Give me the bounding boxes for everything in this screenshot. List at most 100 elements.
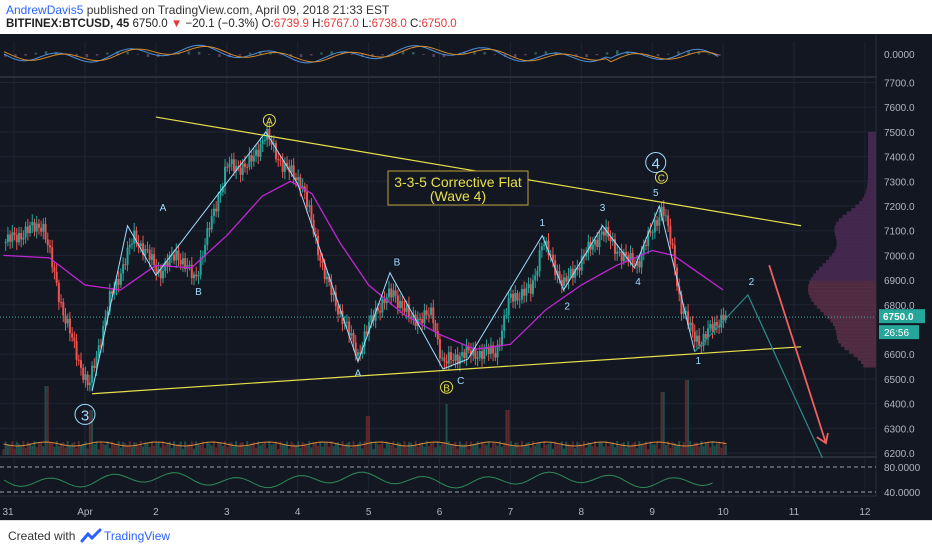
candle-body	[671, 243, 674, 245]
volume-bar	[144, 442, 147, 455]
profile-bar	[862, 197, 876, 202]
annotation-title: 3-3-5 Corrective Flat	[394, 174, 522, 190]
volume-bar	[461, 444, 464, 455]
candle-body	[441, 357, 444, 359]
candle-body	[221, 186, 224, 193]
histogram-bar	[126, 51, 129, 55]
candle-body	[543, 244, 546, 247]
candle-body	[399, 301, 402, 308]
volume-bar	[314, 442, 317, 455]
candle-body	[709, 324, 712, 329]
histogram-bar	[524, 54, 527, 56]
volume-bar	[695, 442, 698, 455]
candle-body	[636, 261, 639, 266]
time-tick-label: 7	[508, 507, 514, 518]
volume-bar	[523, 445, 526, 455]
volume-bar	[591, 445, 594, 455]
tradingview-brand-link[interactable]: TradingView	[104, 529, 171, 543]
volume-bar	[168, 441, 171, 455]
profile-bar	[851, 207, 876, 212]
candle-body	[467, 346, 470, 351]
candle-body	[580, 255, 583, 271]
candle-body	[591, 244, 594, 250]
volume-bar	[239, 442, 242, 455]
volume-bar	[257, 441, 260, 455]
profile-bar	[819, 266, 876, 271]
price-tick-label: 6300.0	[884, 424, 915, 435]
candle-body	[206, 228, 209, 246]
volume-bar	[622, 441, 625, 455]
candle-body	[113, 289, 116, 294]
candle-body	[86, 374, 89, 386]
profile-bar	[866, 187, 876, 192]
candle-body	[483, 348, 486, 359]
last-price-badge-text: 6750.0	[883, 312, 914, 323]
candle-body	[17, 233, 20, 243]
profile-bar	[867, 166, 876, 171]
time-tick-label: 5	[366, 507, 372, 518]
candle-body	[718, 325, 721, 328]
volume-bar	[294, 444, 297, 455]
candle-body	[638, 261, 641, 268]
profile-bar	[863, 363, 876, 368]
time-tick-label: 8	[579, 507, 585, 518]
candle-body	[179, 259, 182, 265]
volume-bar	[483, 443, 486, 455]
candle-body	[294, 177, 297, 181]
candle-body	[246, 166, 249, 168]
profile-bar	[816, 304, 876, 309]
volume-bar	[704, 442, 707, 455]
volume-bar	[354, 445, 357, 455]
volume-bar	[219, 443, 222, 455]
time-tick-label: 31	[2, 507, 14, 518]
candle-body	[649, 230, 652, 233]
histogram-bar	[75, 54, 78, 57]
histogram-bar	[667, 53, 670, 55]
candle-body	[314, 234, 317, 237]
volume-bar	[312, 442, 315, 455]
volume-bar	[181, 448, 184, 455]
candle-body	[656, 220, 659, 226]
profile-bar	[838, 339, 876, 344]
price-tick-label: 6800.0	[884, 301, 915, 312]
volume-bar	[286, 441, 289, 455]
wave-circle	[440, 380, 454, 394]
volume-bar	[560, 441, 563, 455]
histogram-bar	[350, 54, 354, 55]
candle-body	[224, 166, 227, 187]
candle-body	[622, 252, 625, 262]
volume-bar	[430, 442, 433, 455]
price-tick-label: 6900.0	[884, 276, 915, 287]
volume-bar	[22, 441, 25, 455]
volume-bar	[26, 441, 29, 455]
volume-bar	[494, 443, 497, 455]
volume-bar	[443, 441, 446, 455]
volume-bar	[407, 442, 410, 455]
publish-info: published on TradingView.com, April 09, …	[86, 3, 390, 17]
candle-body	[689, 322, 692, 326]
wave-label: 2	[749, 277, 755, 288]
volume-bar	[450, 444, 453, 455]
candle-body	[702, 334, 705, 347]
wave-label: A	[160, 203, 167, 214]
profile-bar	[846, 211, 876, 216]
last-price: 6750.0	[132, 18, 168, 30]
candle-body	[319, 255, 322, 261]
candle-body	[55, 271, 58, 283]
profile-bar	[848, 349, 876, 354]
volume-bar	[20, 445, 23, 455]
author-link[interactable]: AndrewDavis5	[6, 3, 84, 17]
volume-bar	[660, 392, 663, 455]
wave-label: C	[457, 376, 464, 387]
volume-bar	[343, 445, 346, 455]
volume-bar	[64, 447, 67, 455]
wave-label: 2	[564, 302, 570, 313]
candle-body	[144, 249, 147, 256]
candle-body	[512, 293, 515, 302]
volume-bar	[190, 441, 193, 455]
histogram-bar	[116, 51, 119, 55]
histogram-bar	[422, 54, 425, 55]
annotation-box[interactable]: 3-3-5 Corrective Flat (Wave 4)	[387, 170, 529, 206]
candle-body	[130, 243, 133, 245]
